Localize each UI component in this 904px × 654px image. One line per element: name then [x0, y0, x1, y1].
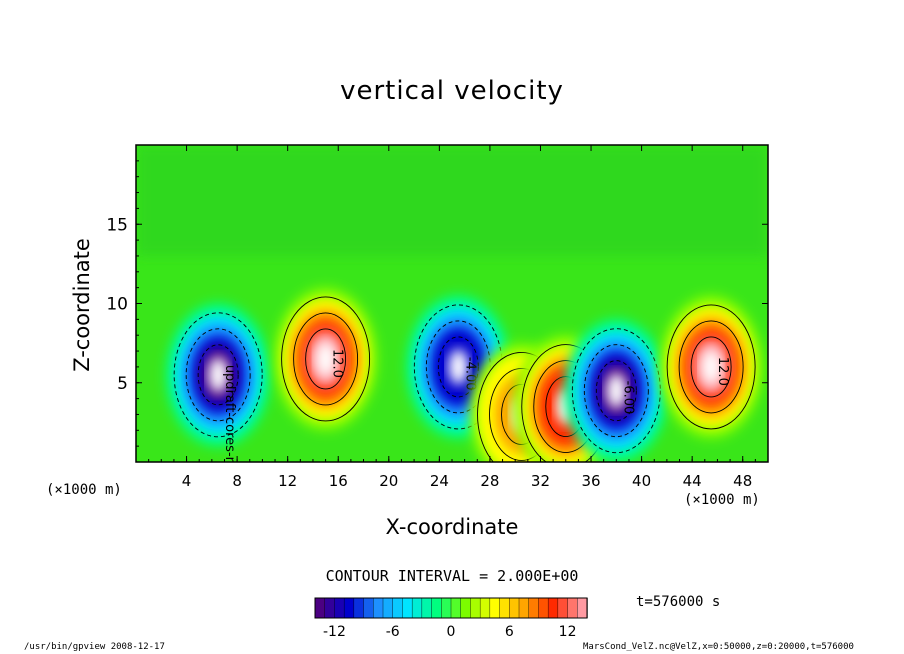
x-tick-label: 40	[632, 472, 651, 490]
contour-line	[293, 312, 359, 406]
colorbar-swatch	[518, 597, 530, 619]
colorbar-swatch	[577, 597, 588, 619]
colorbar-swatch	[567, 597, 578, 619]
y-ticks: 5 10 15	[106, 144, 768, 463]
colorbar-swatch	[382, 597, 394, 619]
footer-left-text: /usr/bin/gpview 2008-12-17	[24, 642, 165, 652]
contour-line	[583, 344, 649, 438]
colorbar-swatch	[324, 597, 336, 619]
x-axis-label: X-coordinate	[385, 515, 519, 539]
upper-noise-band	[136, 145, 768, 256]
colorbar-tick-label: 6	[505, 624, 514, 640]
x-unit-left: (×1000 m)	[46, 482, 122, 498]
colorbar-swatch	[373, 597, 384, 619]
colorbar-swatch	[528, 597, 540, 619]
contour-label: -4.00	[462, 357, 477, 391]
colorbar-swatch	[343, 597, 355, 619]
contour-line	[437, 336, 479, 398]
contour-line	[185, 328, 251, 422]
contour-label: 12.0	[330, 349, 345, 378]
colorbar-tick-label: -6	[386, 624, 400, 640]
colorbar-swatch	[499, 597, 510, 619]
contour-line	[305, 328, 347, 390]
colorbar-tick-label: 0	[447, 624, 456, 640]
colorbar-swatch	[470, 597, 481, 619]
time-label: t=576000 s	[636, 594, 721, 610]
contour-line	[678, 320, 744, 414]
colorbar-swatch	[557, 597, 569, 619]
x-tick-label: 20	[379, 472, 398, 490]
cell-core	[701, 348, 722, 385]
x-tick-label: 44	[683, 472, 702, 490]
footer-right-text: MarsCond_VelZ.nc@VelZ,x=0:50000,z=0:2000…	[583, 642, 854, 652]
colorbar-tick-label: -12	[323, 624, 346, 640]
contour-interval-label: CONTOUR INTERVAL = 2.000E+00	[325, 567, 579, 585]
contour-line	[690, 336, 732, 398]
colorbar-swatch	[479, 597, 491, 619]
colorbar-tick-label: 12	[559, 624, 577, 640]
colorbar-swatch	[402, 597, 413, 619]
colorbar-swatch	[392, 597, 404, 619]
colorbar-swatch	[421, 597, 433, 619]
x-unit-right: (×1000 m)	[684, 492, 760, 508]
colorbar-swatch	[441, 597, 452, 619]
colorbar-swatch	[460, 597, 472, 619]
x-tick-label: 16	[329, 472, 348, 490]
x-tick-label: 48	[733, 472, 752, 490]
contour-line	[666, 304, 756, 430]
velocity-cell: -6.00	[564, 318, 669, 462]
colorbar-frame	[314, 597, 588, 619]
cell-core	[315, 340, 336, 377]
contour-label: updraft-cores-negative	[222, 365, 237, 514]
colorbar-swatch	[314, 597, 326, 619]
colorbar-swatch	[431, 597, 442, 619]
colorbar-swatch	[509, 597, 520, 619]
x-tick-label: 32	[531, 472, 550, 490]
colorbar-swatch	[411, 597, 423, 619]
contour-line	[173, 312, 263, 438]
velocity-cell: 12.0	[659, 294, 764, 439]
contour-label: 12.0	[715, 357, 730, 386]
contour-label: -6.00	[620, 381, 635, 415]
colorbar-swatch	[450, 597, 462, 619]
cell-core	[448, 348, 469, 385]
x-tick-label: 36	[581, 472, 600, 490]
cell-core	[606, 372, 627, 409]
y-tick-label: 10	[106, 295, 128, 315]
cell-core	[208, 356, 229, 393]
colorbar-swatch	[353, 597, 365, 619]
colorbar-swatch	[489, 597, 501, 619]
x-tick-label: 28	[480, 472, 499, 490]
colorbar-swatch	[538, 597, 549, 619]
contour-line	[281, 296, 371, 422]
x-ticks: 4 8 12 16 20 24 28 32 36 40 44 48	[135, 145, 769, 490]
y-tick-label: 5	[117, 374, 128, 394]
colorbar-swatch	[547, 597, 559, 619]
chart-title: vertical velocity	[340, 76, 564, 106]
contour-line	[197, 344, 239, 406]
x-tick-label: 24	[430, 472, 449, 490]
x-tick-label: 8	[232, 472, 242, 490]
velocity-cell: updraft-cores-negative	[166, 302, 271, 514]
y-tick-label: 15	[106, 215, 128, 235]
x-tick-label: 4	[182, 472, 192, 490]
velocity-cell: 12.0	[273, 286, 378, 431]
contour-field: updraft-cores-negative12.0-4.006.00-6.00…	[136, 145, 768, 514]
colorbar-swatch	[334, 597, 345, 619]
x-tick-label: 12	[278, 472, 297, 490]
colorbar: -12 -6 0 6 12	[314, 597, 588, 640]
colorbar-swatch	[363, 597, 374, 619]
contour-line	[571, 328, 661, 454]
contour-line	[595, 360, 637, 422]
